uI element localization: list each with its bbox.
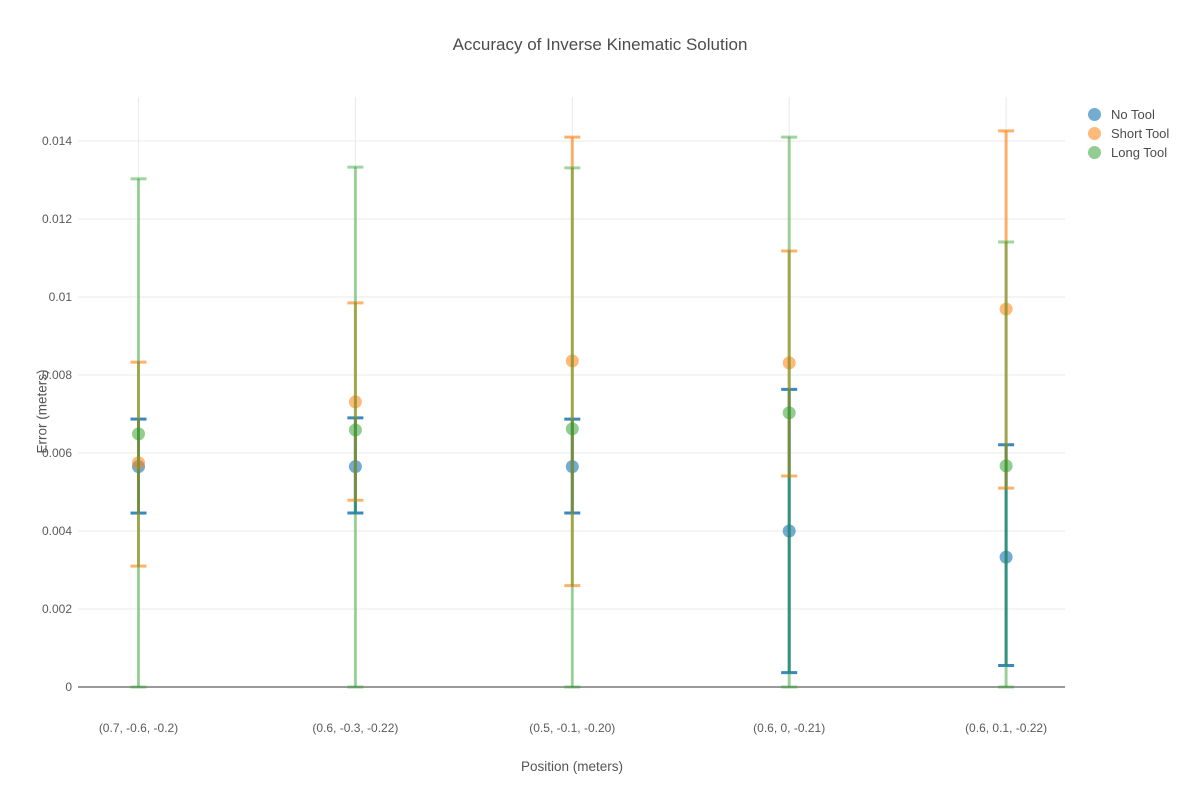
marker-short-tool[interactable] [999, 302, 1013, 316]
marker-long-tool[interactable] [348, 423, 362, 437]
legend-dot-long-tool [1088, 146, 1101, 159]
marker-long-tool[interactable] [782, 406, 796, 420]
y-tick-label: 0.004 [41, 523, 72, 538]
marker-short-tool[interactable] [348, 395, 362, 409]
marker-long-tool[interactable] [132, 427, 145, 441]
y-tick-label: 0.006 [41, 445, 72, 460]
x-tick-label: (0.6, 0, -0.21) [753, 721, 826, 735]
x-tick-label: (0.5, -0.1, -0.20) [529, 721, 616, 735]
legend-label: No Tool [1111, 107, 1155, 122]
y-tick-label: 0.002 [41, 601, 72, 616]
legend-item-short-tool[interactable]: Short Tool [1088, 124, 1169, 143]
chart-title: Accuracy of Inverse Kinematic Solution [452, 35, 748, 54]
legend-item-long-tool[interactable]: Long Tool [1088, 143, 1169, 162]
y-tick-label: 0.014 [41, 133, 72, 148]
marker-long-tool[interactable] [565, 422, 579, 436]
marker-no-tool[interactable] [782, 524, 796, 538]
y-axis-title: Error (meters) [34, 369, 50, 454]
x-axis-title: Position (meters) [520, 759, 624, 774]
marker-short-tool[interactable] [565, 354, 579, 368]
marker-long-tool[interactable] [999, 459, 1013, 473]
x-tick-label: (0.6, -0.3, -0.22) [312, 721, 399, 735]
legend-dot-short-tool [1088, 127, 1101, 140]
y-tick-label: 0 [65, 679, 72, 694]
legend-label: Long Tool [1111, 145, 1168, 160]
marker-no-tool[interactable] [999, 550, 1013, 564]
legend: No Tool Short Tool Long Tool [1088, 105, 1169, 162]
marker-short-tool[interactable] [782, 356, 796, 370]
y-tick-label: 0.012 [41, 211, 72, 226]
marker-short-tool[interactable] [132, 456, 145, 470]
x-tick-label: (0.7, -0.6, -0.2) [98, 721, 179, 735]
x-tick-label: (0.6, 0.1, -0.22) [965, 721, 1048, 735]
legend-label: Short Tool [1111, 126, 1170, 141]
legend-item-no-tool[interactable]: No Tool [1088, 105, 1169, 124]
legend-dot-no-tool [1088, 108, 1101, 121]
y-tick-label: 0.008 [41, 367, 72, 382]
y-tick-label: 0.01 [48, 289, 72, 304]
